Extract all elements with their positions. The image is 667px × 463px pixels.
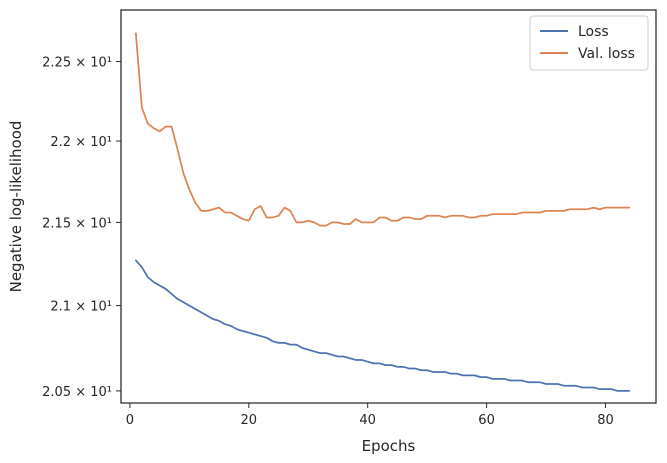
series-layer: [134, 32, 631, 392]
legend-label: Loss: [578, 24, 609, 40]
legend-box: [529, 15, 649, 71]
legend: Loss Val. loss: [529, 15, 649, 71]
plot-frame: [120, 9, 657, 404]
y-tick-label: 2.2 × 10¹: [50, 135, 112, 150]
series-line-val-loss: [134, 32, 631, 227]
y-axis-label: Negative log-likelihood: [7, 121, 25, 293]
x-tick-label: 20: [241, 413, 258, 428]
series-line-loss: [134, 259, 631, 392]
y-tick-label: 2.1 × 10¹: [50, 300, 112, 315]
x-axis-label: Epochs: [362, 437, 416, 455]
x-tick-label: 60: [478, 413, 495, 428]
x-tick-label: 0: [126, 413, 134, 428]
legend-label: Val. loss: [578, 46, 635, 62]
ticks-layer: 0 20 40 60 80 2.05 × 10¹ 2.1 × 10¹ 2.15 × 10¹ 2.…: [42, 56, 614, 428]
y-tick-label: 2.25 × 10¹: [42, 56, 112, 71]
y-tick-label: 2.05 × 10¹: [42, 385, 112, 400]
x-tick-label: 40: [359, 413, 376, 428]
y-tick-label: 2.15 × 10¹: [42, 216, 112, 231]
x-tick-label: 80: [597, 413, 614, 428]
